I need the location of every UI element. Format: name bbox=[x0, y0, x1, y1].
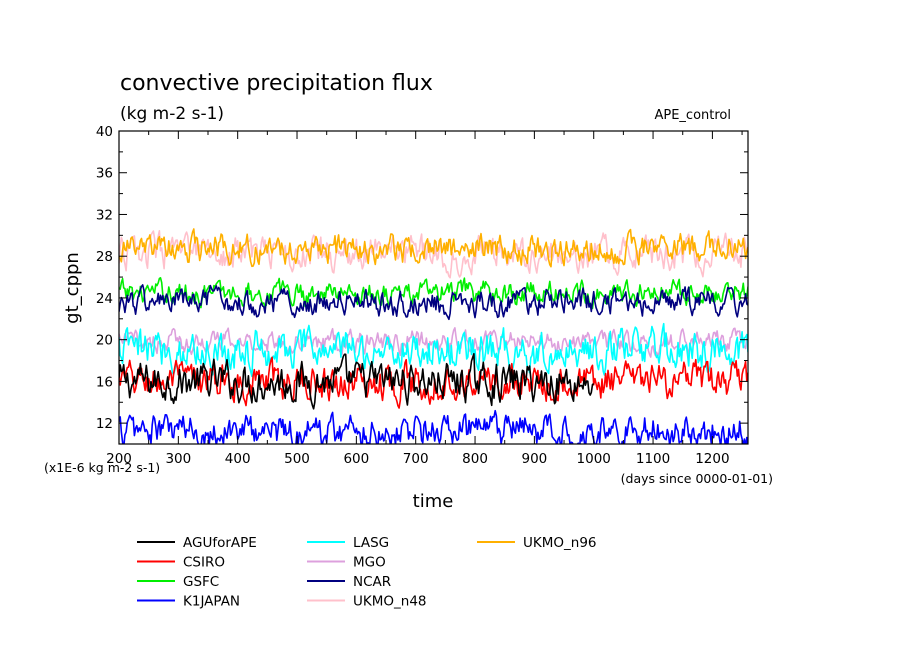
y-tick-label: 20 bbox=[96, 333, 113, 349]
series-line-ukmo-n96 bbox=[119, 228, 748, 268]
series-line-mgo bbox=[119, 327, 748, 358]
y-tick-label: 28 bbox=[96, 249, 113, 265]
x-tick-label: 1000 bbox=[577, 451, 611, 467]
legend-label: GSFC bbox=[183, 574, 219, 590]
series-line-gsfc bbox=[119, 277, 748, 310]
x-axis-label: time bbox=[413, 491, 454, 512]
legend-label: AGUforAPE bbox=[183, 535, 257, 551]
legend-label: UKMO_n96 bbox=[523, 535, 597, 551]
x-tick-label: 1100 bbox=[636, 451, 670, 467]
chart-tag: APE_control bbox=[654, 108, 731, 123]
x-unit-note: (days since 0000-01-01) bbox=[621, 471, 773, 486]
plot-frame bbox=[118, 130, 749, 445]
legend-label: CSIRO bbox=[183, 555, 225, 571]
x-tick-label: 800 bbox=[462, 451, 488, 467]
chart-subtitle: (kg m-2 s-1) bbox=[120, 104, 224, 124]
y-tick-label: 12 bbox=[96, 416, 113, 432]
y-tick-label: 32 bbox=[96, 207, 113, 223]
series-group bbox=[119, 228, 748, 444]
y-tick-label: 40 bbox=[96, 124, 113, 140]
x-tick-label: 900 bbox=[521, 451, 547, 467]
series-line-lasg bbox=[119, 322, 748, 378]
x-tick-label: 300 bbox=[165, 451, 191, 467]
chart-title: convective precipitation flux bbox=[120, 71, 433, 96]
series-line-k1japan bbox=[119, 409, 748, 444]
axis-ticks: 200 300 400 500 600 700 800 900 1000 1100 1200 12 16… bbox=[96, 124, 748, 467]
legend-label: UKMO_n48 bbox=[353, 594, 427, 610]
legend-label: K1JAPAN bbox=[183, 594, 240, 610]
x-tick-label: 400 bbox=[225, 451, 251, 467]
x-tick-label: 700 bbox=[403, 451, 429, 467]
y-axis-label: gt_cppn bbox=[62, 252, 83, 324]
series-line-aguforape bbox=[119, 353, 595, 410]
y-tick-label: 24 bbox=[96, 291, 113, 307]
x-tick-label: 200 bbox=[106, 451, 132, 467]
legend: AGUforAPE CSIRO GSFC K1JAPAN LASG MGO NCAR UKMO… bbox=[137, 535, 597, 610]
series-line-ncar bbox=[119, 284, 748, 321]
x-tick-label: 500 bbox=[284, 451, 310, 467]
x-tick-label: 600 bbox=[343, 451, 369, 467]
legend-label: NCAR bbox=[353, 574, 391, 590]
series-line-csiro bbox=[119, 356, 748, 409]
y-tick-label: 16 bbox=[96, 374, 113, 390]
legend-label: MGO bbox=[353, 555, 386, 571]
y-scale-note: (x1E-6 kg m-2 s-1) bbox=[44, 460, 160, 475]
legend-label: LASG bbox=[353, 535, 389, 551]
y-tick-label: 36 bbox=[96, 166, 113, 182]
x-tick-label: 1200 bbox=[695, 451, 729, 467]
